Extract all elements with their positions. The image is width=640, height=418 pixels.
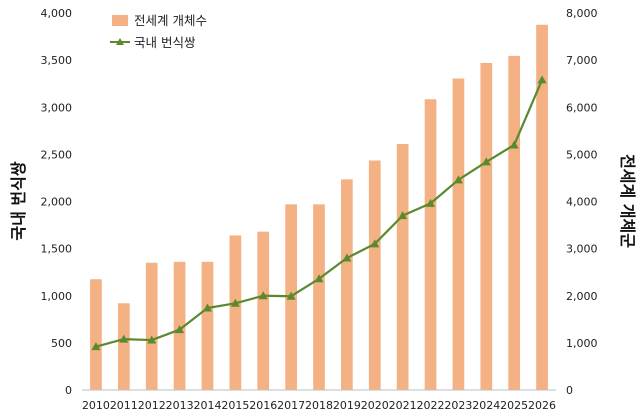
x-tick-label: 2019: [333, 399, 361, 412]
left-tick-label: 2,000: [41, 196, 73, 209]
point-2012: [147, 335, 157, 344]
point-2022: [426, 198, 436, 207]
point-2013: [175, 325, 185, 334]
x-tick-label: 2012: [138, 399, 166, 412]
left-y-axis-title: 국내 번식쌍: [9, 161, 28, 240]
point-2021: [398, 211, 408, 220]
x-tick-label: 2018: [305, 399, 333, 412]
bar-2018: [313, 204, 325, 390]
bar-2026: [536, 24, 548, 390]
bar-2022: [424, 99, 437, 391]
bar-2011: [117, 303, 130, 390]
point-2024: [481, 157, 491, 166]
x-tick-label: 2013: [166, 399, 194, 412]
right-tick-label: 5,000: [566, 148, 598, 161]
point-2026: [537, 75, 547, 84]
x-tick-label: 2024: [472, 399, 500, 412]
point-2025: [509, 140, 519, 149]
point-2020: [370, 239, 380, 248]
x-tick-label: 2014: [193, 399, 221, 412]
x-tick-label: 2017: [277, 399, 305, 412]
x-tick-label: 2021: [389, 399, 417, 412]
point-2023: [453, 175, 463, 184]
point-2014: [202, 303, 212, 312]
bar-2020: [368, 160, 381, 390]
right-tick-label: 6,000: [566, 101, 598, 114]
right-tick-label: 0: [566, 384, 573, 397]
right-tick-label: 4,000: [566, 196, 598, 209]
right-y-axis-ticks: 0 1,000 2,000 3,000 4,000 5,000 6,000 7,000 8,00…: [566, 7, 598, 397]
bar-2025: [508, 55, 521, 390]
left-y-axis-ticks: 0 500 1,000 1,500 2,000 2,500 3,000 3,500 4,000: [41, 7, 73, 397]
left-tick-label: 4,000: [41, 7, 73, 20]
left-tick-label: 3,000: [41, 101, 73, 114]
x-tick-label: 2025: [500, 399, 528, 412]
right-tick-label: 8,000: [566, 7, 598, 20]
point-2011: [119, 334, 129, 343]
x-tick-label: 2016: [249, 399, 277, 412]
x-tick-label: 2023: [444, 399, 472, 412]
point-2019: [342, 253, 352, 262]
left-tick-label: 2,500: [41, 148, 73, 161]
legend: 전세계 개체수 국내 번식쌍: [110, 13, 207, 50]
bar-2019: [341, 179, 353, 390]
bar-2015: [229, 235, 242, 390]
point-2015: [230, 298, 240, 307]
point-2010: [91, 342, 101, 351]
x-axis-ticks: 2010 2011 2012 2013 2014 2015 2016 2017 2018 2019…: [82, 399, 556, 412]
x-tick-label: 2022: [417, 399, 445, 412]
bar-series-world-population: [90, 24, 548, 391]
legend-swatch-marker: [116, 38, 124, 45]
point-2016: [258, 291, 268, 300]
right-tick-label: 3,000: [566, 243, 598, 256]
point-2017: [286, 291, 296, 300]
point-2018: [314, 274, 324, 283]
left-tick-label: 3,500: [41, 54, 73, 67]
right-tick-label: 2,000: [566, 290, 598, 303]
x-tick-label: 2020: [361, 399, 389, 412]
x-tick-label: 2026: [528, 399, 556, 412]
legend-label-bar: 전세계 개체수: [134, 13, 207, 28]
x-tick-label: 2010: [82, 399, 110, 412]
bar-2012: [145, 262, 158, 390]
right-tick-label: 7,000: [566, 54, 598, 67]
legend-swatch-bar: [112, 15, 128, 26]
bar-2024: [480, 62, 493, 390]
bar-2014: [201, 261, 214, 390]
left-tick-label: 1,000: [41, 290, 73, 303]
left-tick-label: 0: [65, 384, 72, 397]
left-tick-label: 500: [51, 337, 72, 350]
legend-label-line: 국내 번식쌍: [134, 35, 196, 50]
bar-2021: [396, 144, 409, 390]
bar-2010: [90, 279, 102, 390]
bar-2023: [452, 78, 465, 390]
right-y-axis-title: 전세계 개체군: [618, 154, 637, 248]
bar-2016: [257, 231, 270, 390]
right-tick-label: 1,000: [566, 337, 598, 350]
x-tick-label: 2011: [110, 399, 138, 412]
x-tick-label: 2015: [221, 399, 249, 412]
line-series-domestic-pairs: [91, 75, 547, 351]
left-tick-label: 1,500: [41, 243, 73, 256]
